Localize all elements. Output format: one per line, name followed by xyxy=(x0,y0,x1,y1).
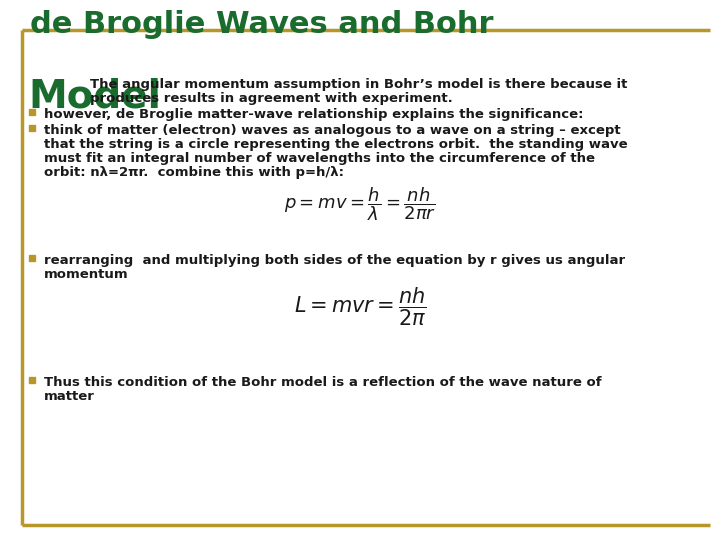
Text: momentum: momentum xyxy=(44,268,129,281)
Text: $L = mvr = \dfrac{nh}{2\pi}$: $L = mvr = \dfrac{nh}{2\pi}$ xyxy=(294,285,426,328)
Text: must fit an integral number of wavelengths into the circumference of the: must fit an integral number of wavelengt… xyxy=(44,152,595,165)
Text: Thus this condition of the Bohr model is a reflection of the wave nature of: Thus this condition of the Bohr model is… xyxy=(44,376,602,389)
Text: Model: Model xyxy=(28,78,161,116)
Text: matter: matter xyxy=(44,390,95,403)
Text: however, de Broglie matter-wave relationship explains the significance:: however, de Broglie matter-wave relation… xyxy=(44,108,583,121)
Text: think of matter (electron) waves as analogous to a wave on a string – except: think of matter (electron) waves as anal… xyxy=(44,124,621,137)
Text: $p = mv = \dfrac{h}{\lambda} = \dfrac{nh}{2\pi r}$: $p = mv = \dfrac{h}{\lambda} = \dfrac{nh… xyxy=(284,185,436,222)
Text: that the string is a circle representing the electrons orbit.  the standing wave: that the string is a circle representing… xyxy=(44,138,628,151)
Text: rearranging  and multiplying both sides of the equation by r gives us angular: rearranging and multiplying both sides o… xyxy=(44,254,625,267)
Text: produces results in agreement with experiment.: produces results in agreement with exper… xyxy=(90,92,453,105)
Text: de Broglie Waves and Bohr: de Broglie Waves and Bohr xyxy=(30,10,493,39)
Text: orbit: nλ=2πr.  combine this with p=h/λ:: orbit: nλ=2πr. combine this with p=h/λ: xyxy=(44,166,344,179)
Text: The angular momentum assumption in Bohr’s model is there because it: The angular momentum assumption in Bohr’… xyxy=(90,78,627,91)
